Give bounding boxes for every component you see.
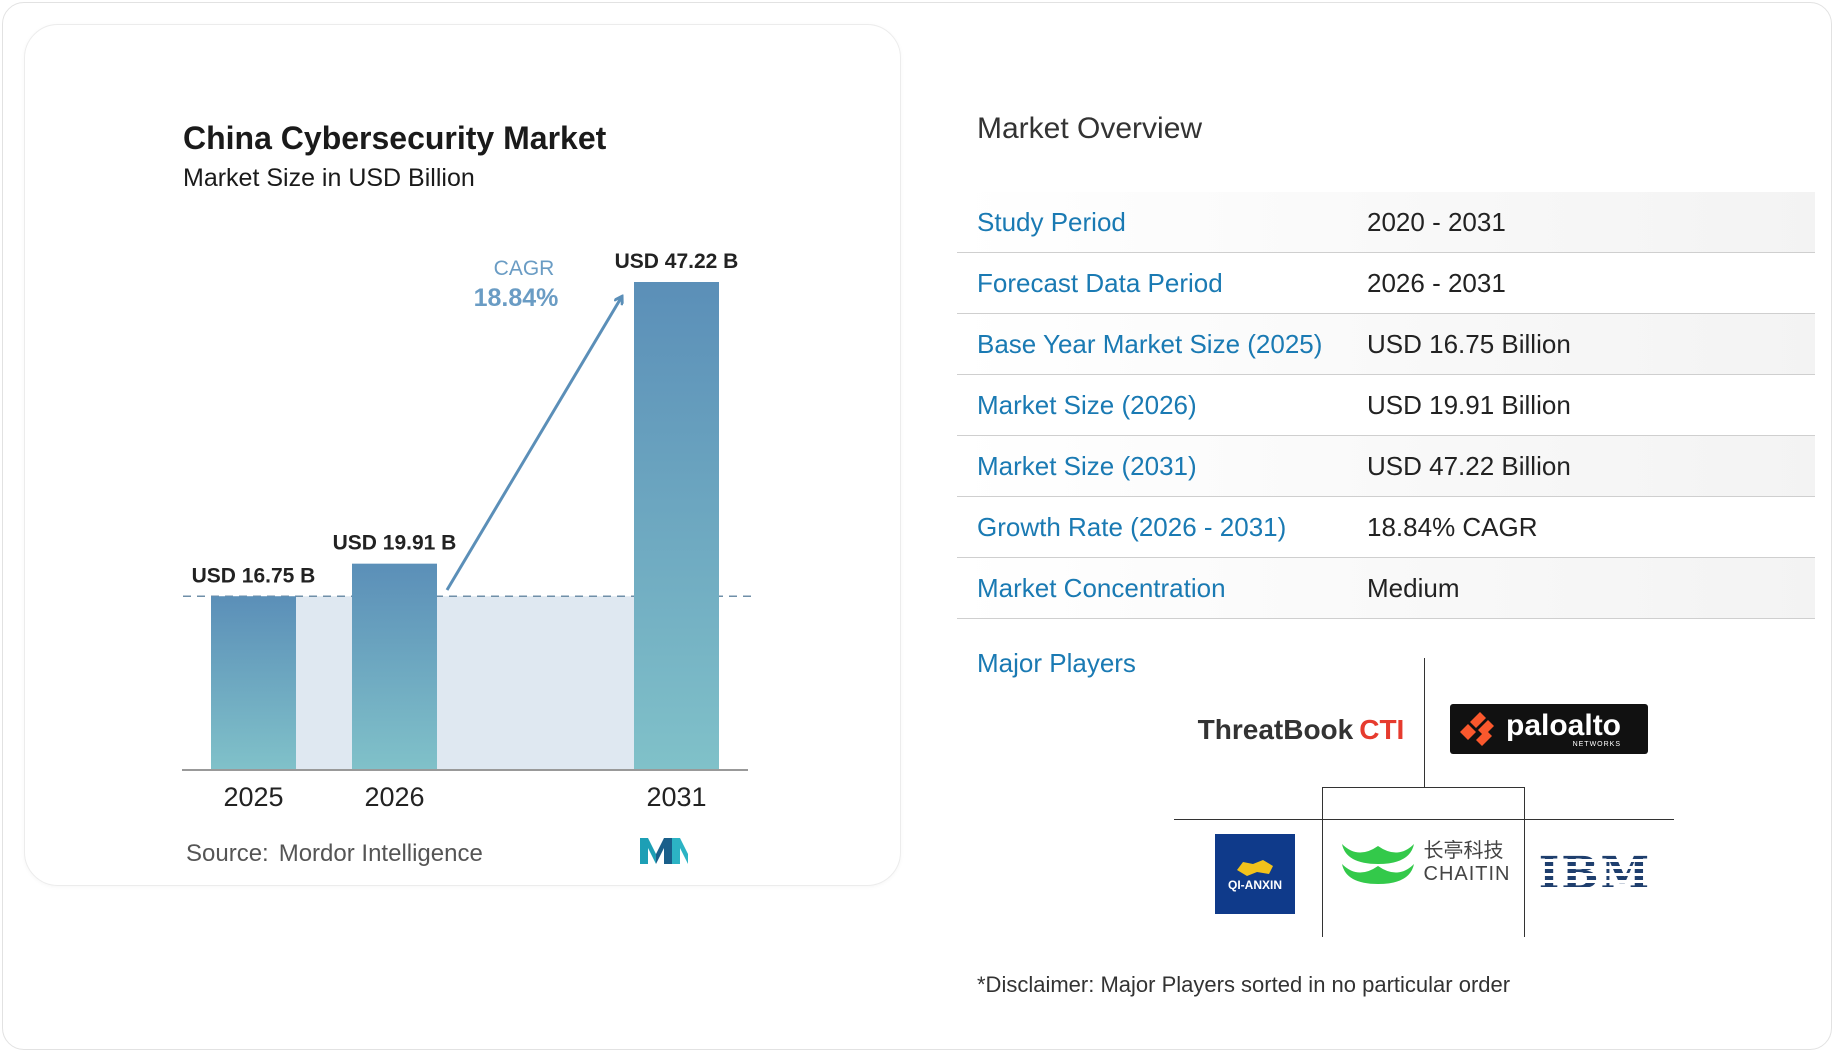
overview-row: Market Size (2026) USD 19.91 Billion	[957, 375, 1815, 436]
data-label-2026: USD 19.91 B	[333, 532, 457, 555]
chaitin-mark-icon	[1341, 844, 1414, 884]
overview-label: Market Size (2026)	[977, 389, 1197, 420]
overview-value: USD 47.22 Billion	[1367, 450, 1571, 481]
ibm-logo: IBM	[1538, 847, 1652, 899]
source-name: Mordor Intelligence	[278, 840, 483, 867]
ibm-name: IBM	[1538, 847, 1652, 899]
major-players-title: Major Players	[977, 648, 1136, 678]
players-divider	[1174, 819, 1674, 820]
overview-row: Forecast Data Period 2026 - 2031	[957, 253, 1815, 314]
paloalto-logo: paloalto NETWORKS	[1450, 704, 1648, 754]
cagr-arrow	[445, 298, 621, 591]
overview-value: USD 19.91 Billion	[1367, 389, 1571, 420]
data-label-2031: USD 47.22 B	[615, 250, 739, 273]
overview-row: Study Period 2020 - 2031	[957, 192, 1815, 253]
overview-row: Market Size (2031) USD 47.22 Billion	[957, 436, 1815, 497]
overview-row: Market Concentration Medium	[957, 558, 1815, 619]
x-tick-label-2026: 2026	[364, 782, 424, 812]
threatbook-logo: ThreatBook CTI	[1196, 708, 1406, 752]
players-divider	[1424, 658, 1425, 788]
overview-row: Base Year Market Size (2025) USD 16.75 B…	[957, 314, 1815, 375]
source-label: Source:	[186, 840, 269, 867]
overview-label: Market Size (2031)	[977, 450, 1197, 481]
overview-label: Growth Rate (2026 - 2031)	[977, 511, 1287, 542]
paloalto-tag: NETWORKS	[1572, 740, 1622, 748]
chaitin-en: CHAITIN	[1423, 863, 1511, 885]
overview-value: 2020 - 2031	[1367, 206, 1506, 237]
overview-label: Study Period	[977, 206, 1126, 237]
overview-label: Forecast Data Period	[977, 267, 1223, 298]
data-label-2025: USD 16.75 B	[192, 564, 316, 587]
paloalto-name: paloalto	[1506, 708, 1622, 742]
bar-2025	[211, 596, 296, 769]
overview-value: USD 16.75 Billion	[1367, 328, 1571, 359]
mordor-intelligence-logo-icon	[640, 838, 688, 864]
bar-2031	[634, 282, 719, 769]
overview-value: 18.84% CAGR	[1367, 511, 1538, 542]
players-divider	[1524, 787, 1525, 937]
market-overview-title: Market Overview	[977, 112, 1203, 145]
overview-label: Base Year Market Size (2025)	[977, 328, 1323, 359]
threatbook-suffix: CTI	[1359, 714, 1405, 745]
chaitin-logo: 长亭科技 CHAITIN	[1336, 830, 1512, 890]
cagr-value: 18.84%	[474, 284, 559, 312]
qianxin-logo: QI-ANXIN	[1215, 834, 1295, 914]
paloalto-mark-icon	[1460, 712, 1494, 746]
qianxin-tiger-icon	[1237, 860, 1273, 876]
players-divider	[1322, 787, 1525, 788]
x-tick-label-2031: 2031	[646, 782, 706, 812]
bar-chart: USD 16.75 B 2025 USD 19.91 B 2026 USD 47.22 …	[182, 250, 752, 812]
overview-label: Market Concentration	[977, 572, 1226, 603]
threatbook-name: ThreatBook	[1197, 714, 1354, 745]
market-overview-table: Study Period 2020 - 2031 Forecast Data P…	[957, 192, 1815, 619]
source-line: Source: Mordor Intelligence	[186, 840, 483, 868]
players-divider	[1322, 787, 1323, 937]
chart-subtitle: Market Size in USD Billion	[183, 164, 475, 192]
chart-title: China Cybersecurity Market	[183, 120, 607, 156]
x-tick-label-2025: 2025	[223, 782, 283, 812]
overview-value: Medium	[1367, 572, 1460, 603]
overview-value: 2026 - 2031	[1367, 267, 1506, 298]
qianxin-name: QI-ANXIN	[1228, 878, 1282, 892]
overview-row: Growth Rate (2026 - 2031) 18.84% CAGR	[957, 497, 1815, 558]
bar-2026	[352, 563, 437, 769]
chaitin-cn: 长亭科技	[1423, 840, 1504, 862]
cagr-label: CAGR	[494, 257, 555, 280]
disclaimer-text: *Disclaimer: Major Players sorted in no …	[977, 972, 1511, 997]
